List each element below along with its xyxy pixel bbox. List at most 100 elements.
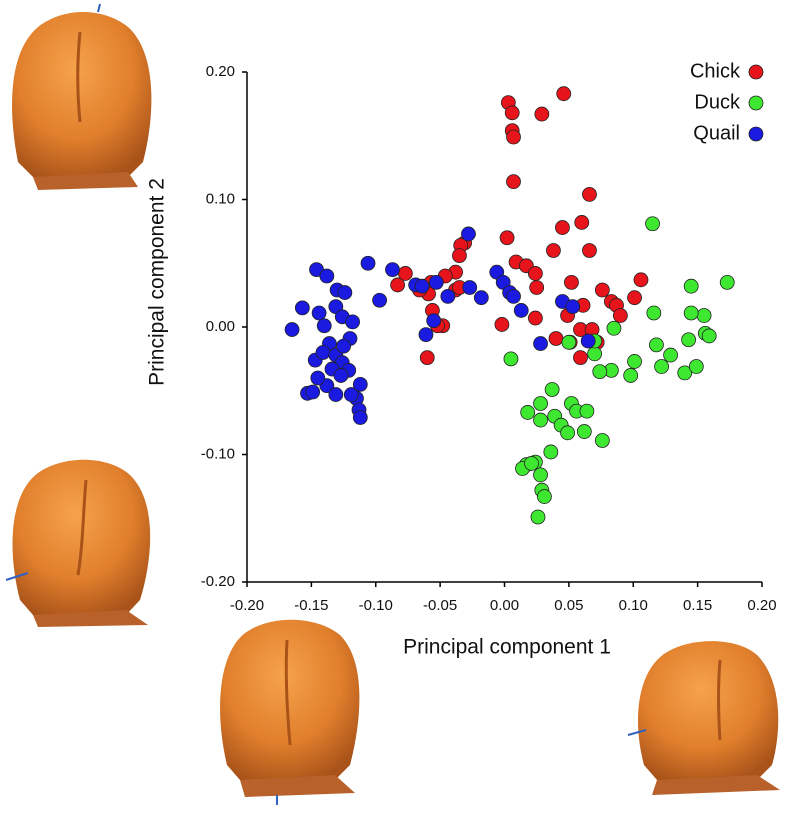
point [385,262,400,278]
point [556,86,572,102]
x-tick-label: -0.05 [423,597,457,614]
point [440,288,456,304]
point [627,354,642,369]
point [503,351,519,367]
point [452,248,467,264]
point [649,337,664,353]
x-tick-label: -0.20 [230,597,264,614]
point [462,280,478,295]
point [623,368,639,383]
point [701,328,717,344]
legend-marker [748,95,764,111]
point [645,216,660,232]
point [688,359,704,374]
point [533,396,548,411]
point [537,489,552,504]
point [426,313,442,329]
point [546,243,561,258]
point [544,382,560,397]
legend-label: Duck [694,91,741,113]
y-tick-label: -0.10 [201,445,235,462]
y-tick-label: 0.00 [206,318,235,335]
point [555,220,570,235]
point [594,433,610,448]
point [627,290,642,306]
point [530,509,546,525]
point [360,255,376,271]
point [494,317,510,332]
point [683,305,699,321]
point [284,322,300,337]
point [319,268,335,284]
point [533,412,548,428]
x-axis-label: Principal component 1 [403,636,611,659]
point [520,405,536,420]
point [612,308,628,323]
point [606,320,622,336]
point [461,226,476,242]
point [677,365,693,381]
point [594,282,610,298]
point [543,444,559,460]
point [646,305,662,321]
point [579,403,595,419]
point [529,280,545,295]
point [587,346,603,362]
point [428,274,444,290]
y-tick-label: 0.20 [206,63,235,80]
point [506,288,521,304]
point [316,318,332,334]
point [513,303,529,318]
embryo-image [220,619,360,805]
point [506,129,521,145]
point [574,215,590,230]
point [294,300,310,316]
point [352,410,368,425]
x-tick-label: 0.20 [747,597,776,614]
point [719,274,735,290]
point [582,186,597,202]
point [345,314,360,330]
point [580,333,596,349]
point [582,243,597,258]
x-tick-label: -0.10 [359,597,393,614]
embryo-image [627,641,780,795]
x-tick-label: 0.15 [683,597,712,614]
point [473,290,489,306]
legend-label: Quail [693,122,740,144]
point [372,292,388,308]
point [573,350,588,366]
point [654,359,669,374]
point [414,278,430,294]
point [343,387,359,402]
point [333,368,349,383]
point [336,338,351,354]
embryo-image [12,3,152,190]
point [592,364,608,380]
point [633,272,649,288]
point [524,456,539,471]
point [561,334,577,350]
point [352,376,368,392]
point [310,370,326,386]
point [696,308,712,323]
point [499,230,515,246]
y-axis-label: Principal component 2 [146,178,169,386]
point [419,350,435,366]
point [533,467,548,483]
point [564,274,579,290]
point [506,174,521,190]
y-tick-label: 0.10 [206,190,235,207]
point [328,387,344,402]
point [565,299,581,315]
point [337,285,353,300]
point [311,305,327,321]
x-tick-label: 0.05 [554,597,583,614]
y-tick-label: -0.20 [201,573,235,590]
point [560,425,575,441]
point [528,310,543,326]
point [533,336,548,351]
point [576,424,592,439]
point [681,332,697,348]
